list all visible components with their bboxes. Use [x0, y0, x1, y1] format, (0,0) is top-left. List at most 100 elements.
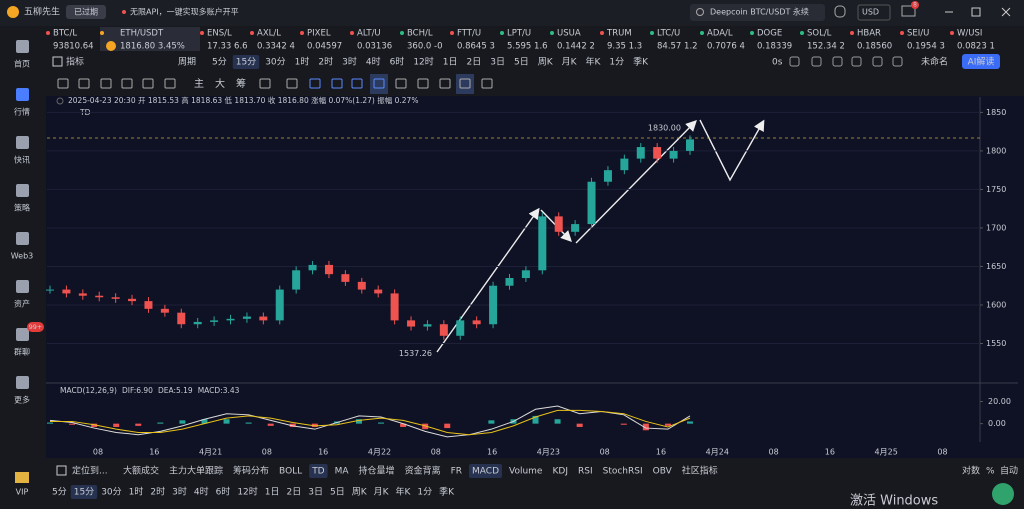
ticker-name[interactable]: BCH/L	[407, 29, 433, 39]
tool-icon[interactable]	[259, 78, 271, 89]
ticker-quote[interactable]: 360.0 -0	[407, 42, 443, 52]
ticker-name[interactable]: FTT/U	[457, 29, 481, 39]
ticker-quote[interactable]: 0.8645 3	[457, 42, 495, 52]
tab[interactable]: BOLL	[279, 467, 302, 477]
scale-option[interactable]: 自动	[1000, 465, 1018, 477]
tab[interactable]: 1日	[265, 487, 280, 498]
sidebar-label[interactable]: 快讯	[14, 155, 30, 165]
tab[interactable]: 筹码分布	[233, 465, 269, 477]
tab[interactable]: MA	[335, 467, 350, 477]
tab[interactable]: 12时	[413, 56, 433, 68]
mail-icon[interactable]	[901, 5, 916, 17]
ticker-quote[interactable]: 0.7076 4	[707, 42, 745, 52]
tab[interactable]: 1分	[609, 57, 624, 68]
ticker-quote[interactable]: 0.3342 4	[257, 42, 295, 52]
scale-option[interactable]: %	[986, 467, 995, 477]
ticker-name[interactable]: ETH/USDT	[120, 29, 164, 39]
sidebar-label[interactable]: 行情	[14, 107, 30, 117]
ticker-quote[interactable]: 0.18560	[857, 42, 892, 52]
ticker-name[interactable]: PIXEL	[307, 29, 331, 39]
tab[interactable]: 5日	[514, 57, 529, 68]
tab[interactable]: 主力大单跟踪	[169, 465, 223, 477]
tool-icon[interactable]	[459, 78, 471, 89]
tab[interactable]: 5日	[330, 487, 345, 498]
tool-icon[interactable]	[373, 78, 385, 89]
ticker-name[interactable]: SEI/U	[907, 29, 929, 39]
draw-mode[interactable]: 大	[215, 77, 225, 90]
tab[interactable]: 5分	[52, 487, 67, 498]
ticker-name[interactable]: LTC/U	[657, 29, 680, 39]
ticker-name[interactable]: DOGE	[757, 29, 782, 39]
tool-icon[interactable]	[851, 56, 862, 67]
sidebar-icon[interactable]	[16, 88, 29, 101]
layout-name[interactable]: 未命名	[921, 56, 948, 68]
tab[interactable]: 3日	[308, 487, 323, 498]
ticker-quote[interactable]: 17.33 6.6	[207, 42, 248, 52]
tool-icon[interactable]	[789, 56, 800, 67]
draw-mode[interactable]: 筹	[236, 77, 246, 90]
tab[interactable]: 月K	[562, 57, 578, 68]
tool-icon[interactable]	[395, 78, 407, 89]
bell-icon[interactable]	[834, 5, 846, 18]
tab[interactable]: 15分	[74, 487, 94, 498]
sidebar-icon[interactable]	[16, 376, 29, 389]
tab[interactable]: RSI	[578, 467, 593, 477]
tab[interactable]: 30分	[101, 487, 121, 498]
tab[interactable]: 12时	[237, 486, 257, 498]
ticker-quote[interactable]: 0.0823 1	[957, 42, 995, 52]
notice[interactable]: 无限API，一键实现多账户开平	[130, 7, 239, 17]
tab[interactable]: 3日	[490, 57, 505, 68]
tab[interactable]: 资金背离	[405, 465, 441, 477]
tab[interactable]: 30分	[265, 57, 285, 68]
draw-tool-icon[interactable]	[78, 78, 90, 89]
tab[interactable]: 2时	[318, 56, 333, 68]
tab[interactable]: 4时	[194, 486, 209, 498]
tool-icon[interactable]	[417, 78, 429, 89]
ticker-quote[interactable]: 0.03136	[357, 42, 392, 52]
vip-icon[interactable]	[15, 472, 29, 483]
ticker-quote[interactable]: 0.18339	[757, 42, 792, 52]
tab[interactable]: 1日	[443, 57, 458, 68]
tool-icon[interactable]	[286, 78, 298, 89]
ticker-quote[interactable]: 0.1954 3	[907, 42, 945, 52]
sidebar-label[interactable]: 群聊	[14, 347, 30, 357]
ticker-name[interactable]: TRUM	[606, 29, 632, 39]
period-button[interactable]: 周期	[178, 57, 196, 68]
tab[interactable]: FR	[451, 467, 462, 477]
tab[interactable]: 社区指标	[682, 465, 718, 477]
ticker-name[interactable]: LPT/U	[507, 29, 531, 39]
tool-icon[interactable]	[309, 78, 321, 89]
ticker-name[interactable]: W/USI	[957, 29, 982, 39]
tab[interactable]: 季K	[439, 486, 455, 498]
tab[interactable]: 6时	[390, 56, 405, 68]
sidebar-icon[interactable]	[16, 136, 29, 149]
draw-tool-icon[interactable]	[164, 78, 176, 89]
tab[interactable]: 2日	[467, 57, 482, 68]
tab[interactable]: 1分	[417, 487, 432, 498]
tab[interactable]: 6时	[216, 486, 231, 498]
close[interactable]	[1001, 7, 1011, 17]
tab[interactable]: 周K	[538, 57, 554, 68]
tab[interactable]: MACD	[472, 467, 499, 477]
indicator-button[interactable]: 指标	[66, 56, 84, 68]
tab[interactable]: 5分	[212, 57, 227, 68]
tool-icon[interactable]	[811, 56, 822, 67]
tab[interactable]: 3时	[342, 56, 357, 68]
tab[interactable]: 季K	[633, 56, 649, 68]
ticker-quote[interactable]: 152.34 2	[807, 42, 845, 52]
tab[interactable]: 年K	[586, 56, 602, 68]
sidebar-icon[interactable]	[16, 40, 29, 53]
ai-button[interactable]: AI解读	[968, 56, 995, 68]
tab[interactable]: Volume	[509, 467, 543, 477]
draw-mode[interactable]: 主	[194, 78, 204, 90]
ticker-name[interactable]: AXL/L	[257, 29, 281, 39]
tab[interactable]: 月K	[374, 487, 390, 498]
ticker-name[interactable]: BTC/L	[53, 29, 77, 39]
sidebar-label[interactable]: 更多	[14, 395, 30, 405]
maximize[interactable]	[971, 7, 981, 17]
tool-icon[interactable]	[331, 78, 343, 89]
locate-button[interactable]: 定位到...	[72, 465, 108, 477]
ticker-name[interactable]: HBAR	[857, 29, 881, 39]
ticker-name[interactable]: ENS/L	[207, 29, 232, 39]
ticker-name[interactable]: USUA	[557, 29, 581, 39]
